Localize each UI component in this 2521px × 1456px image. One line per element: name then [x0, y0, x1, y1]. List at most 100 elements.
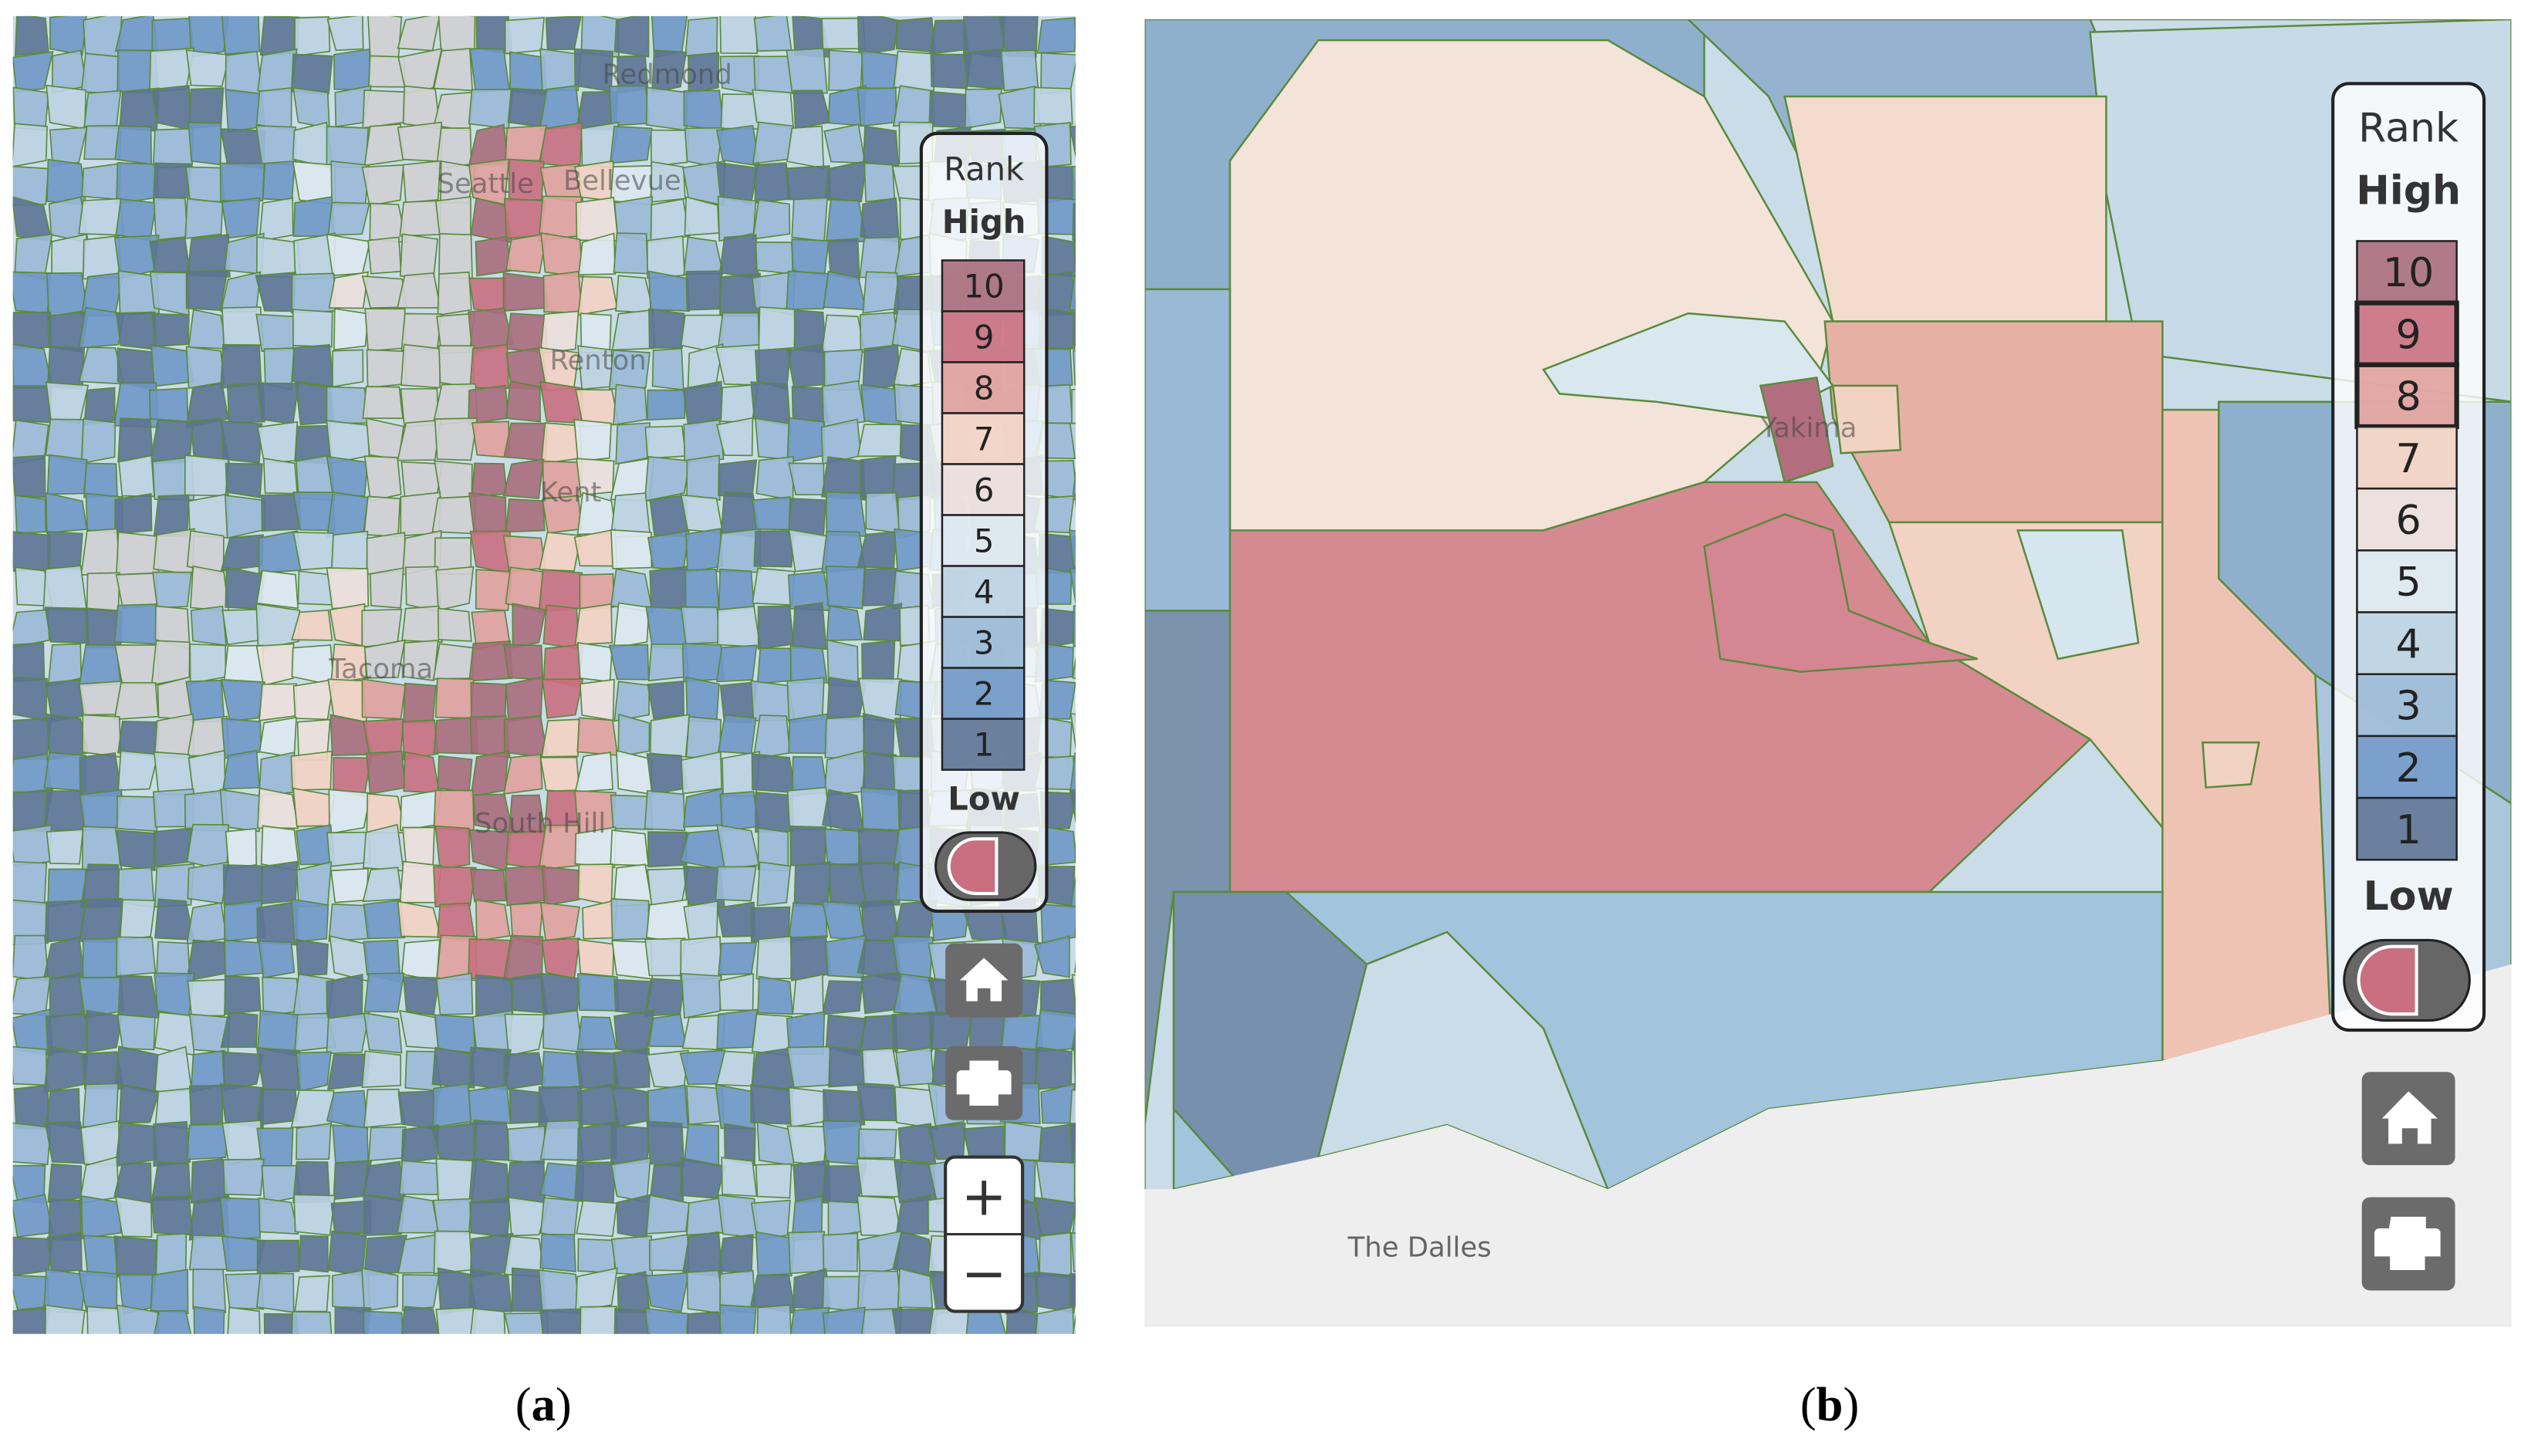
- tract: [431, 1046, 475, 1089]
- tract: [150, 1195, 194, 1236]
- legend-swatch[interactable]: [941, 463, 1026, 516]
- tract: [930, 53, 972, 90]
- tract: [259, 717, 297, 758]
- legend-swatch[interactable]: [941, 565, 1026, 618]
- tract: [294, 16, 331, 57]
- tract: [290, 750, 333, 791]
- tract: [650, 129, 690, 167]
- legend-swatch[interactable]: [2356, 673, 2458, 738]
- tract: [857, 15, 899, 56]
- zoom-out[interactable]: −: [961, 1241, 1006, 1306]
- place-label: Kent: [540, 477, 602, 508]
- tract: [114, 1122, 158, 1167]
- tract: [789, 1306, 830, 1334]
- tract: [332, 349, 364, 388]
- tract: [684, 569, 720, 610]
- tract: [502, 272, 549, 312]
- tract: [539, 310, 580, 354]
- tract: [647, 831, 688, 868]
- tract: [541, 866, 582, 907]
- tract: [860, 899, 901, 942]
- tract: [330, 644, 367, 684]
- tract: [256, 382, 299, 425]
- legend-swatch[interactable]: [2356, 240, 2458, 304]
- tract: [1069, 1272, 1076, 1308]
- tract: [334, 1306, 372, 1334]
- tract: [470, 868, 507, 903]
- tract: [434, 1014, 476, 1054]
- tract: [225, 494, 266, 539]
- tract: [256, 1088, 299, 1126]
- legend-swatch[interactable]: [2356, 487, 2458, 552]
- tract: [12, 717, 52, 761]
- tract: [433, 1230, 473, 1275]
- legend-swatch[interactable]: [941, 310, 1026, 363]
- tract: [539, 901, 580, 941]
- zoom-in[interactable]: +: [961, 1164, 1006, 1228]
- tract: [185, 346, 225, 390]
- legend-swatch[interactable]: [941, 616, 1026, 669]
- tract: [1004, 1121, 1043, 1161]
- tract: [435, 1306, 478, 1334]
- legend-swatch[interactable]: [2356, 425, 2458, 490]
- tract: [505, 380, 541, 423]
- legend-swatch[interactable]: [2356, 611, 2458, 675]
- tract: [1071, 1024, 1076, 1052]
- tract: [723, 1123, 756, 1167]
- tract: [502, 458, 545, 499]
- legend-swatch[interactable]: [941, 361, 1026, 414]
- tract: [825, 565, 867, 610]
- tract: [826, 605, 863, 642]
- legend-swatch[interactable]: [2356, 735, 2458, 799]
- tract: [292, 309, 333, 348]
- tract: [292, 678, 335, 721]
- tract: [292, 86, 330, 130]
- tract: [823, 1089, 866, 1131]
- tract: [221, 197, 261, 239]
- tract: [12, 1307, 51, 1334]
- tract: [291, 610, 333, 641]
- tract: [219, 789, 264, 833]
- legend-rank: 2: [974, 675, 995, 713]
- tract: [433, 866, 477, 907]
- tract: [256, 421, 299, 464]
- tract: [1069, 1123, 1076, 1167]
- tract: [681, 1014, 726, 1051]
- tract: [644, 789, 686, 832]
- tract: [221, 678, 265, 722]
- tract: [12, 50, 54, 93]
- tract: [644, 937, 686, 977]
- legend-rank: 9: [974, 318, 995, 356]
- tract: [86, 1009, 123, 1053]
- tract: [895, 1194, 931, 1235]
- legend-swatch[interactable]: [941, 412, 1026, 465]
- tract: [862, 271, 900, 314]
- tract: [787, 902, 828, 943]
- tract: [367, 1126, 407, 1162]
- map-b[interactable]: [1144, 19, 2512, 1326]
- tract: [79, 789, 123, 831]
- tract: [1072, 656, 1076, 680]
- tract: [184, 198, 224, 240]
- tract: [259, 683, 298, 721]
- legend-rank: 3: [974, 624, 995, 662]
- legend-swatch[interactable]: [941, 718, 1026, 771]
- tract: [680, 935, 722, 980]
- tract: [861, 1308, 903, 1334]
- legend-rank: 10: [2383, 250, 2434, 296]
- tract: [328, 271, 369, 309]
- tract: [398, 1160, 440, 1195]
- tract: [327, 1230, 367, 1277]
- tract: [403, 640, 439, 681]
- tract: [117, 796, 158, 833]
- legend-swatch[interactable]: [2356, 549, 2458, 613]
- tract: [964, 88, 1002, 130]
- legend-swatch[interactable]: [2356, 796, 2458, 861]
- tract: [644, 455, 691, 502]
- tract: [861, 640, 896, 684]
- tract: [362, 386, 404, 420]
- tract: [471, 421, 510, 458]
- tract: [891, 1012, 935, 1052]
- tract: [220, 343, 262, 389]
- tract: [857, 1128, 897, 1159]
